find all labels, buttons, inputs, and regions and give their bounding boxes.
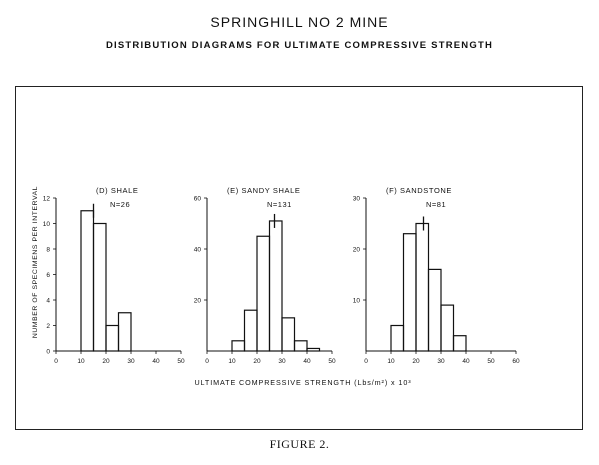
- y-tick-label: 60: [194, 195, 202, 202]
- x-tick-label: 0: [364, 358, 368, 365]
- y-tick-label: 2: [46, 323, 50, 330]
- y-tick-label: 6: [46, 272, 50, 279]
- histogram-bar: [306, 347, 321, 352]
- x-tick-label: 50: [487, 358, 495, 365]
- x-tick-label: 10: [228, 358, 236, 365]
- y-tick-label: 10: [43, 221, 51, 228]
- x-tick-label: 40: [152, 358, 160, 365]
- histogram-bar: [231, 340, 246, 352]
- x-tick-label: 30: [127, 358, 135, 365]
- histogram-bar: [390, 324, 405, 352]
- histogram-panels: NUMBER OF SPECIMENS PER INTERVAL ULTIMAT…: [32, 186, 520, 387]
- y-tick-label: 8: [46, 246, 50, 253]
- y-tick-label: 10: [353, 297, 361, 304]
- x-tick-label: 20: [412, 358, 420, 365]
- panel-title: (E) SANDY SHALE: [227, 186, 300, 195]
- x-tick-label: 0: [205, 358, 209, 365]
- histogram-bar: [293, 340, 308, 352]
- x-axis-label: ULTIMATE COMPRESSIVE STRENGTH (Lbs/m²) x…: [194, 378, 411, 387]
- histogram-bar: [427, 268, 442, 352]
- x-tick-label: 0: [54, 358, 58, 365]
- panel-title: (D) SHALE: [96, 186, 139, 195]
- histogram-bar: [402, 233, 417, 352]
- histogram-bar: [268, 220, 283, 352]
- y-axis-label: NUMBER OF SPECIMENS PER INTERVAL: [32, 186, 39, 338]
- x-tick-label: 60: [512, 358, 520, 365]
- y-tick-label: 30: [353, 195, 361, 202]
- histogram-bar: [256, 235, 271, 352]
- histogram-bar: [440, 304, 455, 352]
- x-tick-label: 10: [77, 358, 85, 365]
- y-tick-label: 40: [194, 246, 202, 253]
- y-tick-label: 20: [353, 246, 361, 253]
- histogram-bar: [243, 309, 258, 352]
- page-title: SPRINGHILL NO 2 MINE: [210, 14, 389, 30]
- y-tick-label: 12: [43, 195, 51, 202]
- x-tick-label: 10: [387, 358, 395, 365]
- histogram-panel-2: 0 10 20 30 40 50 20 40 60 (E) SANDY SHALE N=131: [194, 186, 336, 365]
- figure-frame: NUMBER OF SPECIMENS PER INTERVAL ULTIMAT…: [15, 86, 583, 430]
- panel-title: (F) SANDSTONE: [386, 186, 452, 195]
- histogram-panel-1: 0 10 20 30 40 50 0 2 4 6 8 10 12 (D) SHALE N=26: [43, 186, 185, 365]
- histogram-bar: [415, 222, 430, 352]
- x-tick-label: 30: [278, 358, 286, 365]
- histogram-bar: [281, 317, 296, 352]
- panel-n-label: N=26: [110, 200, 130, 209]
- histogram-bar: [452, 335, 467, 352]
- x-tick-label: 50: [177, 358, 185, 365]
- x-tick-label: 20: [253, 358, 261, 365]
- y-tick-label: 20: [194, 297, 202, 304]
- x-tick-label: 50: [328, 358, 336, 365]
- x-tick-label: 20: [102, 358, 110, 365]
- histogram-bar: [117, 312, 132, 352]
- figure-caption: FIGURE 2.: [269, 437, 330, 451]
- panel-n-label: N=131: [267, 200, 292, 209]
- histogram-panel-3: 0 10 20 30 40 50 60 10 20 30 (F) SANDSTONE N=81: [353, 186, 520, 365]
- panel-n-label: N=81: [426, 200, 446, 209]
- histogram-bar: [105, 324, 120, 352]
- page-subtitle: DISTRIBUTION DIAGRAMS FOR ULTIMATE COMPR…: [105, 40, 494, 51]
- y-tick-label: 0: [46, 348, 50, 355]
- x-tick-label: 40: [462, 358, 470, 365]
- histogram-bar: [80, 210, 95, 352]
- x-tick-label: 40: [303, 358, 311, 365]
- histogram-bar: [92, 222, 107, 352]
- x-tick-label: 30: [437, 358, 445, 365]
- y-tick-label: 4: [46, 297, 50, 304]
